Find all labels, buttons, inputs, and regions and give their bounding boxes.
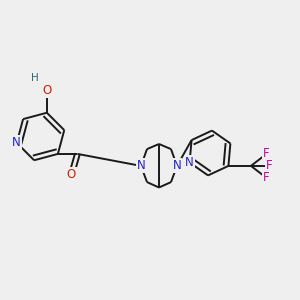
Text: O: O (67, 168, 76, 182)
Text: N: N (136, 159, 146, 172)
Text: H: H (31, 73, 39, 83)
Text: N: N (185, 156, 194, 169)
Text: N: N (12, 136, 21, 149)
Text: O: O (42, 84, 52, 97)
Text: F: F (266, 159, 272, 172)
Text: F: F (263, 171, 270, 184)
Text: F: F (263, 147, 270, 161)
Text: N: N (172, 159, 182, 172)
